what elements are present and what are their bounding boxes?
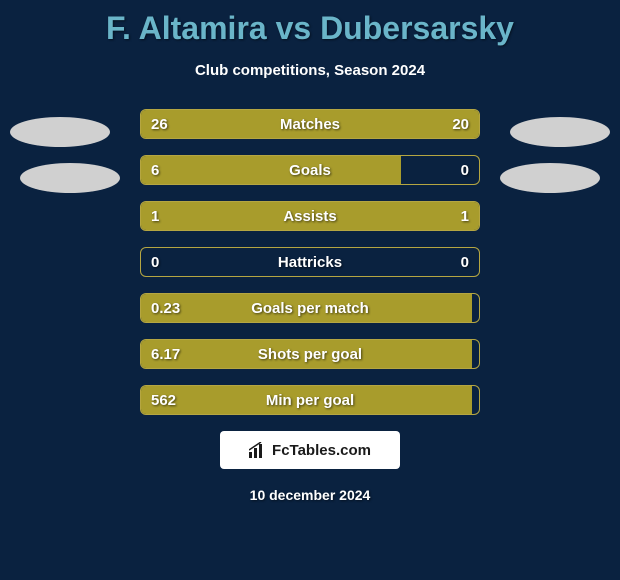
player-left-shape-2	[20, 163, 120, 193]
stat-rows: 2620Matches 60Goals 11Assists 00Hattricks 0.…	[140, 109, 480, 415]
page-title: F. Altamira vs Dubersarsky	[0, 10, 620, 47]
stat-label: Min per goal	[141, 386, 479, 415]
page-subtitle: Club competitions, Season 2024	[0, 62, 620, 79]
brand-text: FcTables.com	[272, 442, 371, 459]
player-right-shape-2	[500, 163, 600, 193]
stat-label: Hattricks	[141, 248, 479, 277]
stat-row: 11Assists	[140, 201, 480, 231]
stat-label: Matches	[141, 110, 479, 139]
footer-date: 10 december 2024	[0, 487, 620, 503]
stat-row: 0.23Goals per match	[140, 293, 480, 323]
comparison-container: F. Altamira vs Dubersarsky Club competit…	[0, 0, 620, 513]
stat-row: 60Goals	[140, 155, 480, 185]
stat-label: Goals per match	[141, 294, 479, 323]
stat-row: 00Hattricks	[140, 247, 480, 277]
stat-label: Goals	[141, 156, 479, 185]
stat-row: 2620Matches	[140, 109, 480, 139]
stat-row: 6.17Shots per goal	[140, 339, 480, 369]
player-left-shape-1	[10, 117, 110, 147]
stat-label: Shots per goal	[141, 340, 479, 369]
chart-icon	[249, 442, 267, 458]
player-right-shape-1	[510, 117, 610, 147]
brand-logo: FcTables.com	[220, 431, 400, 469]
stats-area: 2620Matches 60Goals 11Assists 00Hattricks 0.…	[0, 109, 620, 415]
stat-row: 562Min per goal	[140, 385, 480, 415]
stat-label: Assists	[141, 202, 479, 231]
